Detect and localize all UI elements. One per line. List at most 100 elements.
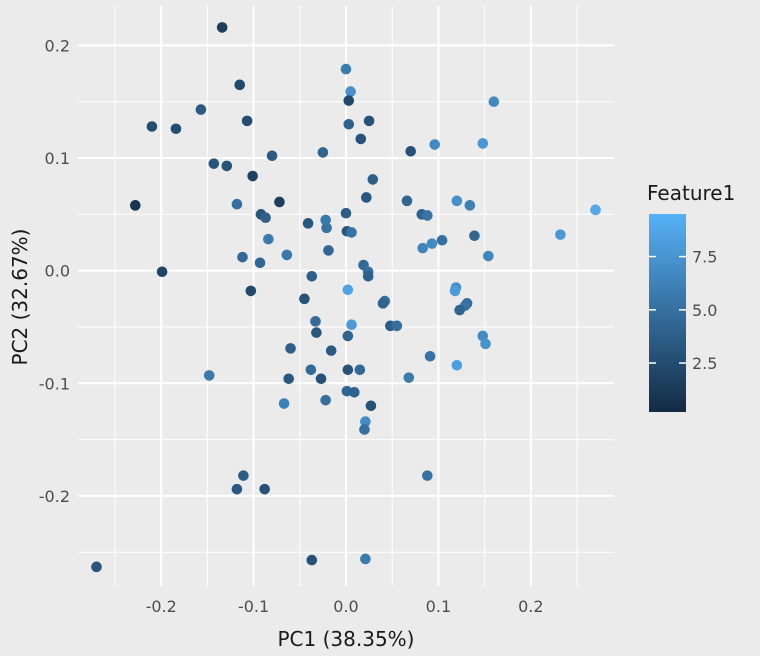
data-point bbox=[263, 233, 274, 245]
data-point bbox=[195, 104, 207, 115]
data-point bbox=[342, 364, 354, 376]
data-point bbox=[91, 561, 102, 573]
x-axis-title: PC1 (38.35%) bbox=[278, 627, 415, 651]
colorbar-ticks: 2.5 5.0 7.5 bbox=[649, 248, 717, 373]
data-point bbox=[480, 338, 491, 350]
data-point bbox=[231, 198, 243, 210]
data-point bbox=[363, 115, 375, 127]
data-point bbox=[355, 133, 367, 145]
data-point bbox=[483, 250, 494, 262]
data-point bbox=[325, 345, 337, 356]
data-point bbox=[555, 229, 566, 240]
data-point bbox=[259, 483, 270, 495]
data-point bbox=[342, 284, 354, 296]
color-legend: Feature1 2.5 5.0 7.5 bbox=[647, 181, 735, 412]
data-point bbox=[449, 285, 461, 297]
x-tick-label: -0.2 bbox=[146, 597, 177, 616]
colorbar bbox=[649, 214, 686, 412]
data-point bbox=[260, 212, 271, 224]
x-tick-label: 0.1 bbox=[426, 597, 451, 616]
x-tick-label: 0.0 bbox=[333, 597, 358, 616]
data-point bbox=[424, 350, 436, 362]
data-point bbox=[405, 145, 416, 157]
colorbar-tick-label: 2.5 bbox=[692, 354, 717, 373]
data-point bbox=[278, 398, 290, 409]
y-tick-label: 0.2 bbox=[45, 36, 70, 55]
data-point bbox=[234, 79, 246, 91]
data-point bbox=[401, 195, 413, 207]
data-point bbox=[306, 554, 318, 566]
data-point bbox=[429, 139, 441, 150]
data-point bbox=[377, 298, 389, 309]
data-point bbox=[321, 222, 332, 234]
data-point bbox=[346, 319, 357, 331]
data-point bbox=[323, 245, 334, 256]
data-point bbox=[320, 214, 331, 226]
data-point bbox=[343, 95, 355, 106]
data-point bbox=[245, 285, 257, 297]
data-point bbox=[417, 242, 429, 254]
colorbar-tick-label: 5.0 bbox=[692, 301, 717, 320]
data-point bbox=[231, 483, 243, 495]
data-point bbox=[422, 470, 433, 481]
data-point bbox=[346, 227, 357, 238]
data-points bbox=[91, 22, 601, 573]
data-point bbox=[354, 364, 366, 376]
data-point bbox=[391, 320, 403, 332]
data-point bbox=[305, 364, 317, 376]
data-point bbox=[247, 170, 258, 182]
data-point bbox=[477, 138, 489, 149]
data-point bbox=[221, 160, 233, 172]
data-point bbox=[203, 370, 215, 381]
data-point bbox=[254, 257, 266, 269]
data-point bbox=[237, 251, 248, 263]
data-point bbox=[451, 195, 463, 207]
data-point bbox=[146, 121, 158, 132]
data-point bbox=[285, 343, 296, 354]
data-point bbox=[208, 158, 220, 169]
data-point bbox=[311, 327, 322, 338]
data-point bbox=[365, 400, 377, 412]
data-point bbox=[283, 373, 295, 385]
data-point bbox=[306, 270, 318, 282]
data-point bbox=[315, 373, 327, 385]
data-point bbox=[367, 174, 379, 185]
data-point bbox=[345, 86, 356, 97]
data-point bbox=[317, 147, 329, 158]
data-point bbox=[216, 22, 228, 33]
data-point bbox=[129, 200, 141, 211]
y-tick-label: -0.1 bbox=[39, 374, 70, 393]
legend-title: Feature1 bbox=[647, 181, 735, 205]
data-point bbox=[436, 234, 448, 246]
data-point bbox=[360, 416, 371, 427]
data-point bbox=[320, 394, 331, 406]
grid-major bbox=[78, 6, 614, 586]
x-tick-label: -0.1 bbox=[238, 597, 269, 616]
data-point bbox=[469, 230, 480, 242]
data-point bbox=[359, 424, 370, 435]
data-point bbox=[310, 316, 321, 327]
data-point bbox=[266, 150, 278, 162]
data-point bbox=[343, 118, 355, 130]
data-point bbox=[302, 218, 314, 229]
x-tick-label: 0.2 bbox=[518, 597, 543, 616]
data-point bbox=[156, 266, 168, 278]
y-axis-title: PC2 (32.67%) bbox=[8, 229, 32, 366]
data-point bbox=[488, 96, 500, 108]
data-point bbox=[274, 196, 285, 208]
data-point bbox=[362, 270, 374, 282]
data-point bbox=[464, 200, 476, 211]
data-point bbox=[360, 553, 371, 565]
data-point bbox=[340, 207, 352, 219]
data-point bbox=[170, 123, 182, 135]
x-axis-ticks: -0.2 -0.1 0.0 0.1 0.2 bbox=[146, 597, 544, 616]
data-point bbox=[238, 470, 249, 481]
data-point bbox=[340, 63, 352, 75]
data-point bbox=[454, 304, 465, 316]
y-tick-label: -0.2 bbox=[39, 487, 70, 506]
data-point bbox=[451, 359, 463, 371]
data-point bbox=[342, 330, 354, 342]
data-point bbox=[403, 372, 415, 383]
